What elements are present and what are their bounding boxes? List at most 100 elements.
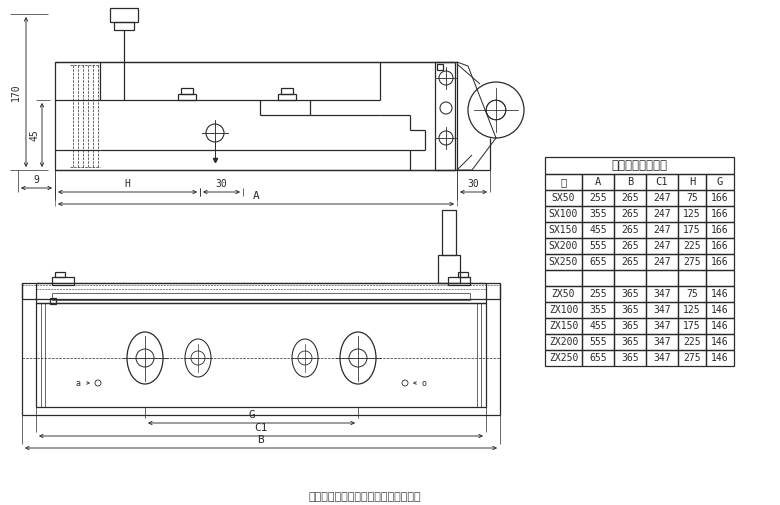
Bar — [706, 318, 734, 334]
Text: 247: 247 — [653, 257, 671, 267]
Bar — [646, 222, 678, 238]
Bar — [582, 302, 614, 318]
Bar — [110, 8, 138, 22]
Bar — [678, 206, 706, 222]
Bar — [437, 64, 443, 70]
Bar — [646, 334, 678, 350]
Text: 30: 30 — [468, 179, 480, 189]
Bar — [706, 270, 734, 286]
Bar — [678, 222, 706, 238]
Text: 275: 275 — [683, 353, 700, 363]
Bar — [545, 174, 582, 190]
Text: 655: 655 — [589, 353, 607, 363]
Bar — [545, 350, 582, 366]
Text: 365: 365 — [621, 337, 639, 347]
Bar — [22, 283, 500, 299]
Bar — [582, 270, 614, 286]
Text: C1: C1 — [254, 423, 268, 433]
Text: 655: 655 — [589, 257, 607, 267]
Bar — [178, 94, 196, 100]
Bar — [614, 350, 646, 366]
Text: 175: 175 — [683, 321, 700, 331]
Bar — [545, 286, 582, 302]
Text: a: a — [75, 379, 80, 387]
Bar — [706, 190, 734, 206]
Text: 146: 146 — [711, 353, 729, 363]
Text: 247: 247 — [653, 241, 671, 251]
Text: SX50: SX50 — [551, 193, 576, 203]
Bar — [678, 350, 706, 366]
Bar — [435, 62, 457, 170]
Bar — [614, 222, 646, 238]
Bar — [582, 222, 614, 238]
Bar — [438, 255, 460, 283]
Bar — [706, 350, 734, 366]
Text: H: H — [125, 179, 130, 189]
Text: 型: 型 — [560, 177, 566, 187]
Text: 45: 45 — [29, 129, 39, 141]
Text: ZX150: ZX150 — [549, 321, 578, 331]
Bar — [678, 174, 706, 190]
Bar — [706, 302, 734, 318]
Text: 146: 146 — [711, 289, 729, 299]
Text: G: G — [717, 177, 723, 187]
Bar — [678, 270, 706, 286]
Bar — [646, 350, 678, 366]
Text: 347: 347 — [653, 321, 671, 331]
Text: 175: 175 — [683, 225, 700, 235]
Bar — [706, 174, 734, 190]
Bar — [582, 238, 614, 254]
Bar — [614, 206, 646, 222]
Bar — [545, 157, 734, 174]
Bar — [545, 222, 582, 238]
Bar — [614, 254, 646, 270]
Bar — [545, 334, 582, 350]
Text: SX200: SX200 — [549, 241, 578, 251]
Bar — [706, 206, 734, 222]
Bar — [442, 210, 456, 255]
Bar — [614, 190, 646, 206]
Bar — [614, 334, 646, 350]
Bar — [458, 272, 468, 277]
Text: 265: 265 — [621, 209, 639, 219]
Text: ZX250: ZX250 — [549, 353, 578, 363]
Text: 255: 255 — [589, 193, 607, 203]
Bar — [706, 286, 734, 302]
Text: A: A — [253, 191, 260, 201]
Bar — [646, 238, 678, 254]
Bar — [582, 318, 614, 334]
Text: A: A — [595, 177, 601, 187]
Bar — [646, 302, 678, 318]
Text: 365: 365 — [621, 305, 639, 315]
Text: H: H — [689, 177, 695, 187]
Bar — [582, 174, 614, 190]
Text: 555: 555 — [589, 241, 607, 251]
Text: o: o — [422, 379, 427, 387]
Text: 247: 247 — [653, 193, 671, 203]
Bar — [52, 277, 74, 285]
Text: 355: 355 — [589, 209, 607, 219]
Text: 166: 166 — [711, 257, 729, 267]
Bar — [678, 334, 706, 350]
Text: 265: 265 — [621, 225, 639, 235]
Text: 中型双缸外形尺寸: 中型双缸外形尺寸 — [612, 159, 668, 172]
Text: 166: 166 — [711, 209, 729, 219]
Bar — [706, 334, 734, 350]
Bar — [582, 334, 614, 350]
Text: 347: 347 — [653, 289, 671, 299]
Text: 555: 555 — [589, 337, 607, 347]
Text: 146: 146 — [711, 321, 729, 331]
Bar — [545, 206, 582, 222]
Bar — [614, 270, 646, 286]
Bar — [582, 254, 614, 270]
Text: 265: 265 — [621, 241, 639, 251]
Text: ZX100: ZX100 — [549, 305, 578, 315]
Text: SX100: SX100 — [549, 209, 578, 219]
Text: 365: 365 — [621, 321, 639, 331]
Text: 455: 455 — [589, 225, 607, 235]
Bar — [646, 190, 678, 206]
Bar — [706, 222, 734, 238]
Bar — [646, 270, 678, 286]
Bar — [448, 277, 470, 285]
Bar — [545, 270, 582, 286]
